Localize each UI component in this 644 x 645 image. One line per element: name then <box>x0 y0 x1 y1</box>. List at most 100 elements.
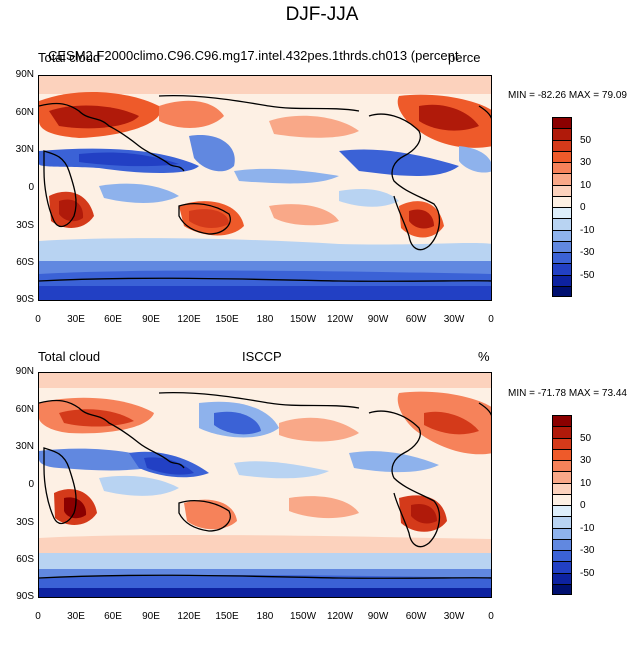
colorbar-segment <box>552 538 572 550</box>
colorbar-segment <box>552 128 572 140</box>
colorbar-segment <box>552 139 572 151</box>
colorbar-segment <box>552 471 572 483</box>
lat-tick: 30S <box>16 517 34 528</box>
colorbar-segment <box>552 218 572 230</box>
lon-tick: 60E <box>104 314 122 325</box>
lat-tick: 90S <box>16 294 34 305</box>
lon-tick: 120W <box>326 611 354 622</box>
lon-tick: 180 <box>256 611 274 622</box>
colorbar-segment <box>552 482 572 494</box>
lon-tick: 150E <box>215 611 239 622</box>
colorbar-segment <box>552 207 572 219</box>
colorbar-segment <box>552 252 572 264</box>
lon-tick: 30E <box>67 314 85 325</box>
colorbar-segment <box>552 583 572 595</box>
lon-tick: 30W <box>443 314 465 325</box>
colorbar-label: 50 <box>580 135 592 146</box>
left-label: Total cloud <box>38 349 101 364</box>
min-max-label: MIN = -82.26 MAX = 79.09 <box>508 90 627 101</box>
colorbar-label: 50 <box>580 433 592 444</box>
colorbar-segment <box>552 448 572 460</box>
colorbar-label: 0 <box>580 500 586 511</box>
right-label: % <box>478 349 490 364</box>
colorbar-label: 30 <box>580 455 592 466</box>
lon-tick: 0 <box>488 611 494 622</box>
map-svg <box>39 373 491 597</box>
colorbar-label: -10 <box>580 523 595 534</box>
lon-tick: 0 <box>35 611 41 622</box>
lat-tick: 60S <box>16 554 34 565</box>
center-label: CESM2.F2000climo.C96.C96.mg17.intel.432p… <box>48 48 459 63</box>
colorbar-label: 10 <box>580 180 592 191</box>
panel-obs: Total cloud ISCCP % <box>0 345 644 645</box>
colorbar-label: -30 <box>580 545 595 556</box>
lon-tick: 180 <box>256 314 274 325</box>
right-label: perce <box>448 50 481 65</box>
main-title: DJF-JJA <box>285 4 359 25</box>
panel-model: Total cloud CESM2.F2000climo.C96.C96.mg1… <box>0 45 644 345</box>
center-label: ISCCP <box>242 349 282 364</box>
colorbar-segment <box>552 173 572 185</box>
map-model <box>38 75 492 301</box>
colorbar-segment <box>552 150 572 162</box>
colorbar-segment <box>552 550 572 562</box>
lon-tick: 150W <box>289 611 317 622</box>
lon-tick: 0 <box>488 314 494 325</box>
colorbar-segment <box>552 505 572 517</box>
lat-tick: 90N <box>15 69 34 80</box>
lon-tick: 150W <box>289 314 317 325</box>
lat-tick: 30N <box>15 144 34 155</box>
lon-tick: 60E <box>104 611 122 622</box>
lat-tick: 90N <box>15 366 34 377</box>
lon-tick: 90W <box>367 611 389 622</box>
colorbar-segment <box>552 263 572 275</box>
lon-tick: 120E <box>177 314 201 325</box>
lon-tick: 0 <box>35 314 41 325</box>
colorbar-segment <box>552 415 572 427</box>
colorbar-segment <box>552 240 572 252</box>
colorbar-label: -50 <box>580 270 595 281</box>
lon-tick: 120W <box>326 314 354 325</box>
lon-tick: 120E <box>177 611 201 622</box>
lat-tick: 60N <box>15 107 34 118</box>
colorbar-segment <box>552 117 572 129</box>
lat-tick: 60S <box>16 257 34 268</box>
colorbar-segment <box>552 561 572 573</box>
colorbar-segment <box>552 437 572 449</box>
colorbar-segment <box>552 162 572 174</box>
lon-tick: 60W <box>405 314 427 325</box>
colorbar-segment <box>552 274 572 286</box>
lat-tick: 0 <box>28 182 34 193</box>
colorbar <box>552 117 572 297</box>
lat-tick: 30S <box>16 220 34 231</box>
colorbar-label: -10 <box>580 225 595 236</box>
lon-tick: 90W <box>367 314 389 325</box>
colorbar-segment <box>552 460 572 472</box>
colorbar-label: 30 <box>580 157 592 168</box>
lat-tick: 0 <box>28 479 34 490</box>
colorbar-label: -50 <box>580 568 595 579</box>
colorbar-label: 0 <box>580 202 586 213</box>
colorbar-segment <box>552 493 572 505</box>
lat-tick: 60N <box>15 404 34 415</box>
colorbar-segment <box>552 195 572 207</box>
colorbar-segment <box>552 572 572 584</box>
lon-tick: 30W <box>443 611 465 622</box>
lon-tick: 60W <box>405 611 427 622</box>
colorbar-label: -30 <box>580 247 595 258</box>
colorbar <box>552 415 572 595</box>
lat-tick: 90S <box>16 591 34 602</box>
colorbar-segment <box>552 426 572 438</box>
map-svg <box>39 76 491 300</box>
colorbar-label: 10 <box>580 478 592 489</box>
min-max-label: MIN = -71.78 MAX = 73.44 <box>508 388 627 399</box>
map-obs <box>38 372 492 598</box>
colorbar-segment <box>552 516 572 528</box>
colorbar-segment <box>552 527 572 539</box>
left-label: Total cloud <box>38 50 101 65</box>
lon-tick: 150E <box>215 314 239 325</box>
colorbar-segment <box>552 285 572 297</box>
lon-tick: 90E <box>142 611 160 622</box>
lon-tick: 30E <box>67 611 85 622</box>
colorbar-segment <box>552 229 572 241</box>
